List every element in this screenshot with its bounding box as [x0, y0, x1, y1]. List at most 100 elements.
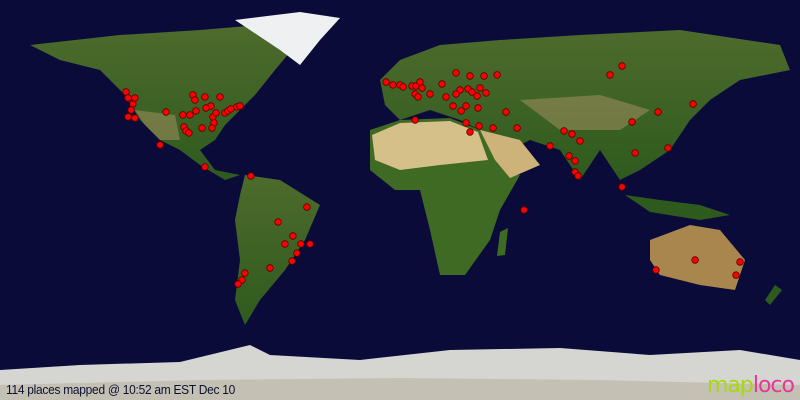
place-marker[interactable] [628, 118, 636, 126]
place-marker[interactable] [127, 106, 135, 114]
asia-desert [520, 95, 650, 130]
place-marker[interactable] [414, 93, 422, 101]
place-marker[interactable] [468, 88, 476, 96]
place-marker[interactable] [289, 232, 297, 240]
place-marker[interactable] [303, 203, 311, 211]
place-marker[interactable] [475, 122, 483, 130]
logo-map: map [706, 373, 754, 398]
place-marker[interactable] [416, 78, 424, 86]
place-marker[interactable] [571, 157, 579, 165]
north-america [30, 25, 300, 180]
place-marker[interactable] [438, 80, 446, 88]
antarctica-shade [0, 378, 800, 400]
place-marker[interactable] [426, 90, 434, 98]
place-marker[interactable] [306, 240, 314, 248]
place-marker[interactable] [473, 92, 481, 100]
place-marker[interactable] [274, 218, 282, 226]
place-marker[interactable] [241, 269, 249, 277]
place-marker[interactable] [606, 71, 614, 79]
place-marker[interactable] [480, 72, 488, 80]
place-marker[interactable] [502, 108, 510, 116]
place-marker[interactable] [462, 102, 470, 110]
place-marker[interactable] [227, 105, 235, 113]
place-marker[interactable] [185, 129, 193, 137]
place-marker[interactable] [212, 109, 220, 117]
place-marker[interactable] [476, 84, 484, 92]
place-marker[interactable] [513, 124, 521, 132]
place-marker[interactable] [198, 124, 206, 132]
south-america [235, 175, 320, 325]
place-marker[interactable] [466, 72, 474, 80]
north-america-desert [135, 110, 180, 140]
place-marker[interactable] [202, 104, 210, 112]
place-marker[interactable] [452, 90, 460, 98]
place-marker[interactable] [162, 108, 170, 116]
place-marker[interactable] [201, 93, 209, 101]
place-marker[interactable] [191, 96, 199, 104]
place-marker[interactable] [124, 94, 132, 102]
place-marker[interactable] [736, 258, 744, 266]
place-marker[interactable] [482, 89, 490, 97]
place-marker[interactable] [689, 100, 697, 108]
place-marker[interactable] [288, 257, 296, 265]
place-marker[interactable] [266, 264, 274, 272]
place-marker[interactable] [546, 142, 554, 150]
place-marker[interactable] [466, 128, 474, 136]
place-marker[interactable] [449, 102, 457, 110]
sahara [372, 121, 488, 170]
place-marker[interactable] [652, 266, 660, 274]
madagascar [497, 228, 508, 256]
place-marker[interactable] [411, 116, 419, 124]
place-marker[interactable] [389, 81, 397, 89]
place-marker[interactable] [654, 108, 662, 116]
place-marker[interactable] [281, 240, 289, 248]
place-marker[interactable] [618, 183, 626, 191]
place-marker[interactable] [156, 141, 164, 149]
maploco-logo[interactable]: maploco [706, 373, 795, 398]
new-zealand [765, 285, 782, 305]
place-marker[interactable] [418, 84, 426, 92]
place-marker[interactable] [399, 83, 407, 91]
place-marker[interactable] [474, 104, 482, 112]
place-marker[interactable] [297, 240, 305, 248]
place-marker[interactable] [236, 102, 244, 110]
place-marker[interactable] [179, 111, 187, 119]
place-marker[interactable] [129, 100, 137, 108]
place-marker[interactable] [732, 271, 740, 279]
place-marker[interactable] [568, 130, 576, 138]
place-marker[interactable] [208, 124, 216, 132]
place-marker[interactable] [576, 137, 584, 145]
place-marker[interactable] [452, 69, 460, 77]
logo-loco: loco [752, 373, 795, 398]
place-marker[interactable] [201, 163, 209, 171]
place-marker[interactable] [565, 152, 573, 160]
place-marker[interactable] [192, 107, 200, 115]
place-marker[interactable] [122, 88, 130, 96]
place-marker[interactable] [493, 71, 501, 79]
southeast-asia-islands [625, 195, 730, 220]
place-marker[interactable] [382, 78, 390, 86]
place-marker[interactable] [124, 113, 132, 121]
place-marker[interactable] [664, 144, 672, 152]
arabia [480, 130, 540, 178]
place-marker[interactable] [574, 172, 582, 180]
place-marker[interactable] [186, 111, 194, 119]
place-marker[interactable] [131, 114, 139, 122]
place-marker[interactable] [618, 62, 626, 70]
place-marker[interactable] [631, 149, 639, 157]
place-marker[interactable] [520, 206, 528, 214]
place-marker[interactable] [691, 256, 699, 264]
place-marker[interactable] [216, 93, 224, 101]
place-marker[interactable] [442, 93, 450, 101]
place-marker[interactable] [560, 127, 568, 135]
place-marker[interactable] [489, 124, 497, 132]
place-marker[interactable] [293, 249, 301, 257]
place-marker[interactable] [234, 280, 242, 288]
place-marker[interactable] [457, 107, 465, 115]
place-marker[interactable] [462, 119, 470, 127]
greenland [235, 12, 340, 65]
place-marker[interactable] [131, 94, 139, 102]
place-marker[interactable] [247, 172, 255, 180]
